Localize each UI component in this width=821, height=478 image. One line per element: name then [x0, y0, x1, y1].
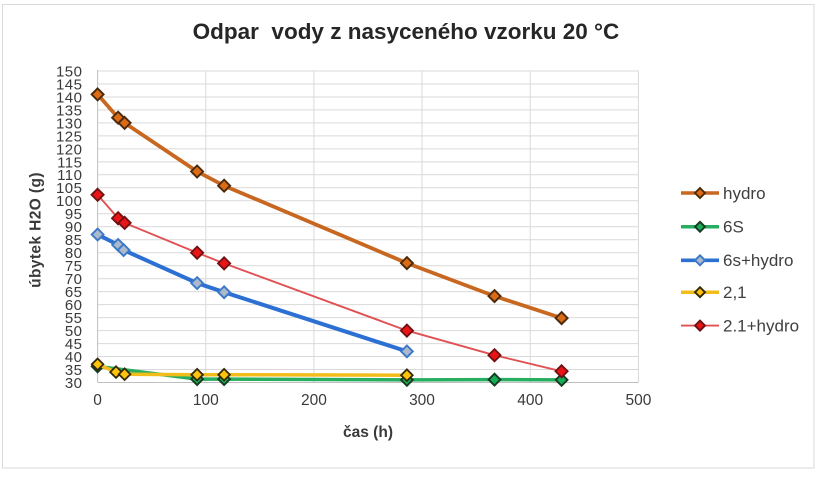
svg-text:130: 130	[56, 115, 83, 132]
svg-text:105: 105	[56, 180, 83, 197]
svg-text:60: 60	[65, 297, 83, 314]
svg-text:hydro: hydro	[723, 184, 766, 203]
svg-text:400: 400	[517, 392, 543, 409]
svg-text:95: 95	[65, 206, 83, 223]
svg-text:65: 65	[65, 284, 83, 301]
svg-text:90: 90	[65, 219, 83, 236]
svg-text:50: 50	[65, 323, 83, 340]
svg-text:35: 35	[65, 362, 83, 379]
svg-text:500: 500	[625, 392, 651, 409]
svg-text:110: 110	[57, 167, 82, 184]
svg-text:2.1+hydro: 2.1+hydro	[723, 316, 799, 335]
svg-text:55: 55	[65, 310, 83, 327]
svg-text:30: 30	[65, 375, 83, 392]
svg-text:6S: 6S	[723, 218, 744, 237]
svg-text:100: 100	[193, 392, 219, 409]
svg-text:85: 85	[65, 232, 83, 249]
svg-text:80: 80	[65, 245, 83, 262]
svg-text:70: 70	[65, 271, 83, 288]
svg-text:140: 140	[56, 89, 83, 106]
svg-text:135: 135	[56, 102, 83, 119]
svg-text:2,1: 2,1	[723, 283, 747, 302]
svg-text:100: 100	[56, 193, 83, 210]
svg-text:300: 300	[409, 392, 435, 409]
svg-text:125: 125	[56, 128, 83, 145]
svg-text:45: 45	[65, 336, 83, 353]
svg-text:200: 200	[301, 392, 327, 409]
svg-text:40: 40	[65, 349, 83, 366]
svg-text:75: 75	[65, 258, 83, 275]
svg-text:Odpar vody z nasyceného vzork: Odpar vody z nasyceného vzorku 20 °C	[193, 19, 620, 44]
svg-text:120: 120	[56, 141, 83, 158]
svg-text:0: 0	[93, 392, 102, 409]
svg-text:úbytek H2O (g): úbytek H2O (g)	[28, 172, 45, 288]
svg-text:145: 145	[56, 76, 83, 93]
svg-text:čas (h): čas (h)	[343, 424, 393, 441]
svg-text:115: 115	[57, 154, 82, 171]
svg-text:150: 150	[56, 63, 83, 80]
svg-text:6s+hydro: 6s+hydro	[723, 251, 793, 270]
